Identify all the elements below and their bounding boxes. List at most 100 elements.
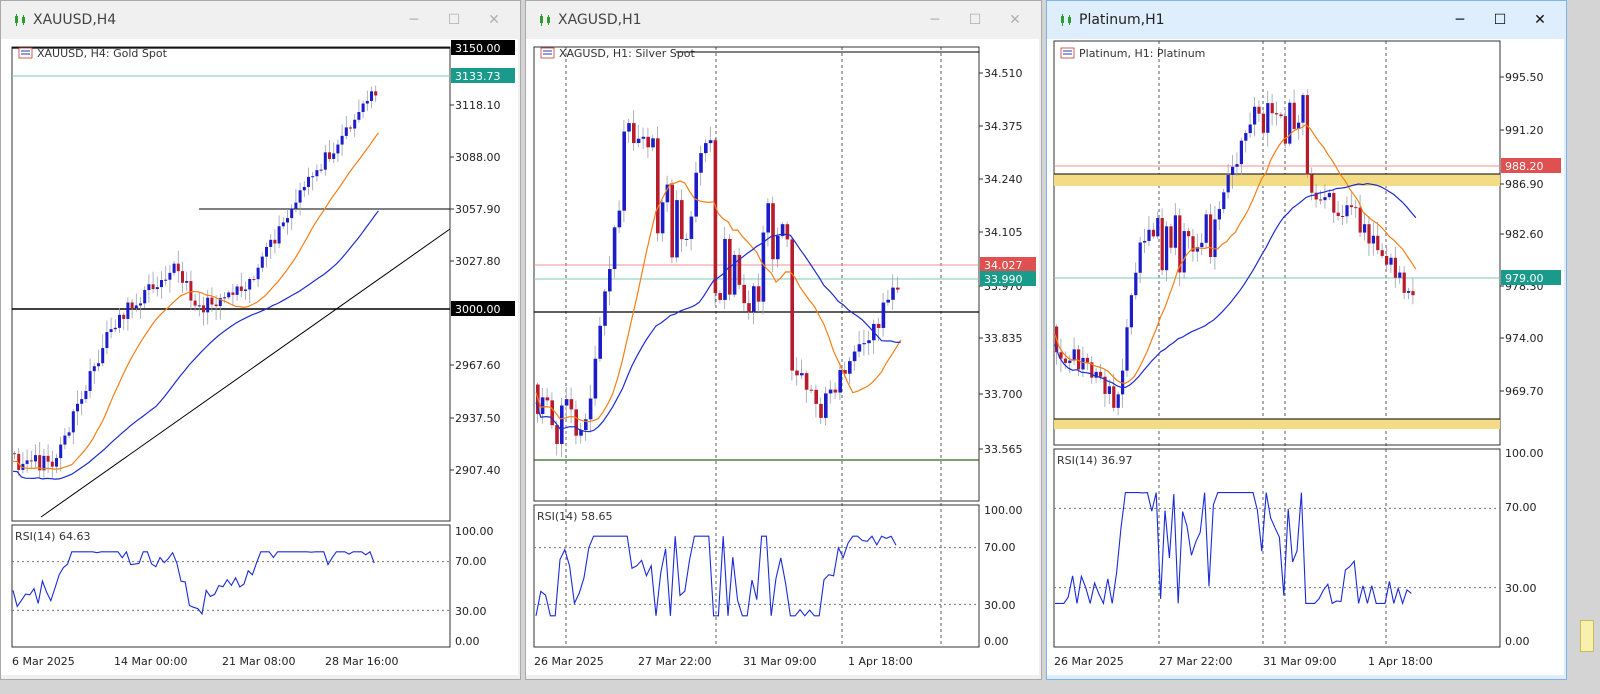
- candle-body: [550, 400, 554, 426]
- candle-body: [311, 176, 315, 178]
- price-chart[interactable]: Platinum, H1: Platinum 995.50 991.20 986.90…: [1047, 39, 1564, 675]
- price-panel[interactable]: [11, 46, 451, 522]
- price-chart[interactable]: XAUUSD, H4: Gold Spot 3118.10 3088.00 3057.…: [1, 39, 518, 675]
- price-axis-label: 969.70: [1505, 385, 1544, 398]
- close-button[interactable]: ✕: [1534, 12, 1546, 28]
- candle-body: [344, 127, 348, 136]
- candle-body: [1147, 229, 1151, 241]
- candle-body: [214, 304, 218, 307]
- candle-body: [584, 419, 588, 431]
- candle-body: [118, 314, 121, 328]
- price-panel[interactable]: [533, 46, 980, 502]
- candle-body: [560, 405, 564, 444]
- candle-body: [80, 399, 84, 404]
- trendline: [40, 228, 451, 518]
- time-axis-label: 21 Mar 08:00: [222, 655, 295, 668]
- candle-body: [357, 112, 361, 120]
- time-axis-label: 27 Mar 22:00: [1159, 655, 1232, 668]
- moving-average-slow: [12, 210, 379, 480]
- time-axis-label: 6 Mar 2025: [12, 655, 75, 668]
- candle-body: [852, 351, 857, 362]
- price-panel[interactable]: [1053, 40, 1501, 446]
- candle-body: [265, 246, 268, 257]
- candle-body: [122, 314, 126, 319]
- minimize-button[interactable]: ─: [930, 12, 940, 28]
- candle-body: [819, 403, 823, 418]
- candle-body: [766, 203, 770, 233]
- candle-body: [608, 269, 612, 292]
- candle-body: [651, 138, 655, 148]
- symbol-icon: [1060, 47, 1075, 59]
- candle-body: [1266, 103, 1270, 133]
- candle-body: [1345, 205, 1349, 217]
- candle-body: [1323, 197, 1327, 201]
- candle-body: [1222, 192, 1226, 210]
- price-tag-label: 34.027: [984, 259, 1023, 272]
- candle-body: [574, 409, 578, 436]
- candle-body: [1209, 214, 1213, 258]
- candle-body: [588, 398, 593, 420]
- candle-body: [564, 399, 569, 406]
- candle-body: [101, 348, 105, 364]
- candle-body: [1143, 240, 1147, 243]
- candle-body: [1327, 193, 1331, 198]
- close-button[interactable]: ✕: [1009, 12, 1021, 28]
- price-tag: [980, 257, 1036, 272]
- title-bar[interactable]: XAUUSD,H4: [1, 1, 520, 39]
- candle-body: [776, 236, 780, 260]
- candle-body: [848, 361, 852, 374]
- rsi-panel[interactable]: [11, 524, 451, 648]
- close-button[interactable]: ✕: [488, 12, 500, 28]
- candle-body: [323, 152, 327, 170]
- candle-body: [704, 143, 708, 154]
- chart-window-xagusd[interactable]: XAGUSD,H1 ─ ☐ ✕ XAGUSD, H1: Silver Spot 3…: [525, 0, 1042, 680]
- candle-body: [656, 138, 660, 234]
- side-scroll-handle[interactable]: [1580, 620, 1594, 652]
- candle-body: [189, 281, 193, 301]
- chart-window-xauusd[interactable]: XAUUSD,H4 ─ ☐ ✕ XAUUSD, H4: Gold Spot 311…: [0, 0, 521, 680]
- candle-body: [1085, 357, 1089, 363]
- candle-body: [1226, 174, 1230, 193]
- candle-body: [76, 403, 79, 412]
- minimize-button[interactable]: ─: [409, 12, 419, 28]
- candle-body: [1371, 235, 1375, 244]
- candle-body: [1081, 357, 1085, 370]
- candle-body: [1116, 394, 1120, 408]
- candle-body: [256, 267, 260, 280]
- rsi-line: [12, 550, 375, 616]
- candle-body: [202, 305, 205, 313]
- price-axis-label: 33.565: [984, 443, 1023, 456]
- candle-body: [1191, 236, 1195, 252]
- time-axis-label: 14 Mar 00:00: [114, 655, 187, 668]
- chart-window-platinum[interactable]: Platinum,H1 ─ ☐ ✕ Platinum, H1: Platinum…: [1046, 0, 1567, 680]
- maximize-button[interactable]: ☐: [1493, 12, 1507, 28]
- rsi-axis-label: 0.00: [455, 635, 480, 648]
- candle-body: [231, 292, 235, 295]
- minimize-button[interactable]: ─: [1455, 12, 1465, 28]
- rsi-panel[interactable]: [533, 504, 980, 648]
- rsi-panel[interactable]: [1053, 448, 1501, 648]
- candle-body: [569, 399, 574, 410]
- candle-body: [155, 287, 159, 290]
- title-bar[interactable]: XAGUSD,H1: [526, 1, 1041, 39]
- candle-body: [1275, 113, 1279, 115]
- candle-body: [248, 278, 252, 290]
- maximize-button[interactable]: ☐: [968, 12, 982, 28]
- candle-body: [627, 123, 631, 132]
- candlestick-chart-icon: [1061, 14, 1071, 26]
- candle-body: [617, 210, 622, 228]
- candle-body: [843, 370, 847, 374]
- candle-body: [867, 340, 871, 344]
- title-bar[interactable]: Platinum,H1: [1047, 1, 1566, 39]
- time-axis-label: 28 Mar 16:00: [325, 655, 398, 668]
- price-chart[interactable]: XAGUSD, H1: Silver Spot 34.510 34.375 34.24…: [526, 39, 1039, 675]
- price-tag: [451, 301, 515, 316]
- candle-body: [1380, 250, 1384, 256]
- time-axis-label: 1 Apr 18:00: [1368, 655, 1433, 668]
- rsi-axis-label: 0.00: [984, 635, 1009, 648]
- maximize-button[interactable]: ☐: [447, 12, 461, 28]
- candle-body: [603, 291, 607, 326]
- price-axis-label: 995.50: [1505, 71, 1544, 84]
- candles-group: [1055, 89, 1415, 416]
- candlestick-chart-icon: [15, 14, 25, 26]
